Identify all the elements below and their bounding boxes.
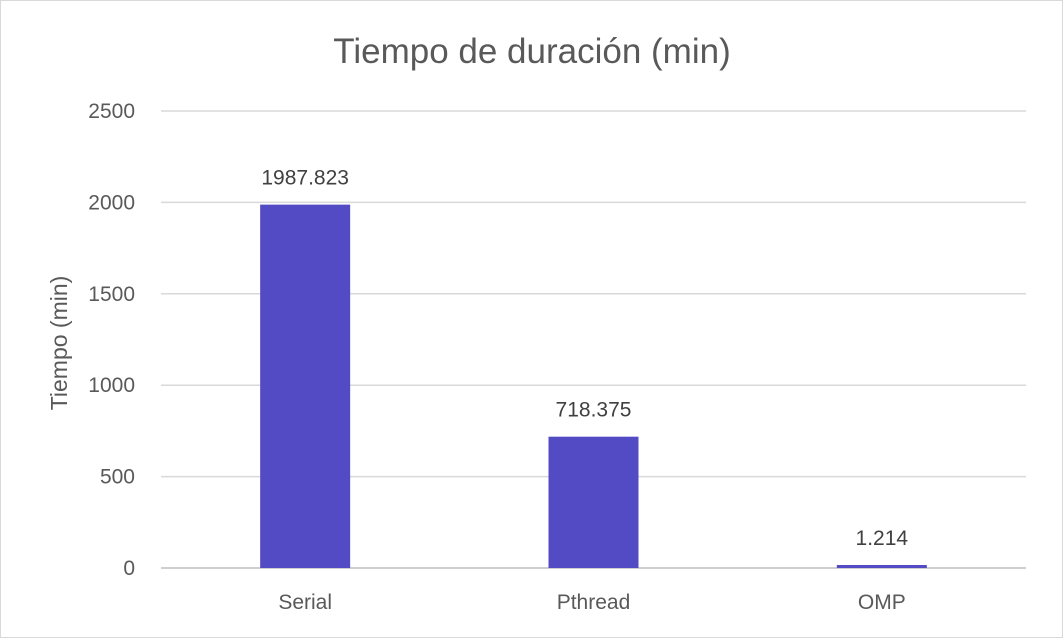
y-tick-label: 2500 [88, 100, 135, 123]
y-tick-label: 1000 [88, 374, 135, 397]
y-tick-label: 0 [123, 557, 135, 580]
x-tick-label-serial: Serial [278, 591, 332, 614]
x-axis-ticks: Serial Pthread OMP [278, 591, 905, 614]
bars [260, 204, 927, 568]
y-tick-label: 500 [100, 466, 135, 489]
y-axis-title: Tiempo (min) [46, 276, 72, 411]
y-tick-label: 1500 [88, 283, 135, 306]
x-tick-label-omp: OMP [858, 591, 906, 614]
bar-serial [260, 204, 351, 568]
bar-pthread [548, 436, 639, 568]
chart-title: Tiempo de duración (min) [333, 32, 730, 71]
data-label-serial: 1987.823 [261, 167, 349, 190]
data-label-pthread: 718.375 [556, 399, 632, 422]
bar-omp [836, 565, 927, 568]
y-axis-ticks: 0 500 1000 1500 2000 2500 [88, 100, 135, 580]
data-label-omp: 1.214 [856, 527, 909, 550]
x-tick-label-pthread: Pthread [557, 591, 631, 614]
data-labels: 1987.823 718.375 1.214 [261, 167, 908, 550]
y-tick-label: 2000 [88, 191, 135, 214]
